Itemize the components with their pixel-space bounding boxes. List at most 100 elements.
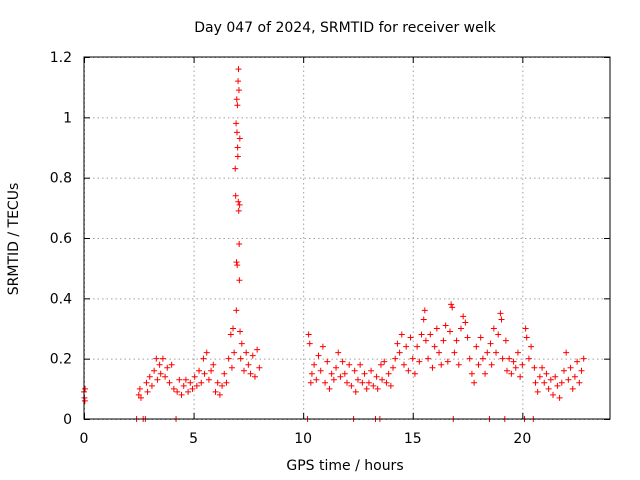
- data-point: [495, 331, 502, 338]
- data-point: [379, 376, 386, 383]
- data-point: [348, 382, 355, 389]
- data-point: [235, 87, 242, 94]
- data-point: [223, 379, 230, 386]
- data-point: [233, 307, 240, 314]
- data-point: [556, 394, 563, 401]
- data-point: [508, 370, 515, 377]
- data-point: [427, 331, 434, 338]
- data-point: [352, 388, 359, 395]
- data-point: [484, 349, 491, 356]
- data-point: [212, 388, 219, 395]
- data-point: [576, 379, 583, 386]
- data-point: [233, 129, 240, 136]
- data-point: [550, 391, 557, 398]
- data-point: [237, 355, 244, 362]
- data-point: [488, 361, 495, 368]
- data-point: [235, 78, 242, 85]
- data-point: [536, 373, 543, 380]
- data-point: [210, 361, 217, 368]
- data-point: [330, 376, 337, 383]
- data-point: [82, 385, 89, 392]
- data-point: [457, 325, 464, 332]
- data-point: [558, 379, 565, 386]
- data-point: [374, 385, 381, 392]
- y-tick-label: 1.2: [50, 50, 72, 66]
- data-point: [510, 358, 517, 365]
- x-tick-label: 15: [404, 431, 422, 447]
- data-point: [322, 379, 329, 386]
- data-point: [512, 364, 519, 371]
- data-point: [429, 364, 436, 371]
- data-point: [409, 355, 416, 362]
- data-point: [154, 376, 161, 383]
- data-point: [168, 361, 175, 368]
- y-tick-label: 0.8: [50, 171, 72, 187]
- data-point: [136, 385, 143, 392]
- data-point: [187, 379, 194, 386]
- data-point: [180, 382, 187, 389]
- data-point: [228, 364, 235, 371]
- data-point: [234, 262, 241, 269]
- data-point: [433, 325, 440, 332]
- data-point: [396, 349, 403, 356]
- data-point: [191, 373, 198, 380]
- data-point: [315, 352, 322, 359]
- data-point: [208, 367, 215, 374]
- data-point: [203, 349, 210, 356]
- data-point: [394, 340, 401, 347]
- data-point: [534, 388, 541, 395]
- data-point: [233, 96, 240, 103]
- data-point: [545, 385, 552, 392]
- data-point: [326, 385, 333, 392]
- data-point: [506, 355, 513, 362]
- data-point: [164, 364, 171, 371]
- data-point: [157, 370, 164, 377]
- data-point: [251, 373, 258, 380]
- x-tick-label: 5: [189, 431, 198, 447]
- data-point: [578, 367, 585, 374]
- data-point: [525, 355, 532, 362]
- data-point: [306, 340, 313, 347]
- y-tick-label: 0.2: [50, 352, 72, 368]
- data-point: [166, 379, 173, 386]
- y-axis-label: SRMTID / TECUs: [6, 183, 22, 296]
- data-point: [201, 370, 208, 377]
- data-point: [370, 382, 377, 389]
- data-point: [448, 301, 455, 308]
- data-point: [335, 349, 342, 356]
- data-point: [324, 358, 331, 365]
- data-point: [493, 349, 500, 356]
- data-point: [176, 376, 183, 383]
- data-point: [233, 120, 240, 127]
- x-tick-labels: 0 5 10 15 20: [80, 431, 532, 447]
- data-point: [198, 379, 205, 386]
- data-point: [235, 207, 242, 214]
- data-point: [235, 66, 242, 73]
- data-point: [308, 370, 315, 377]
- data-point: [523, 334, 530, 341]
- data-point: [333, 364, 340, 371]
- data-point: [232, 192, 239, 199]
- data-point: [357, 361, 364, 368]
- data-point: [400, 361, 407, 368]
- data-point: [200, 355, 207, 362]
- data-point: [381, 358, 388, 365]
- data-point: [361, 370, 368, 377]
- data-point: [517, 373, 524, 380]
- data-point: [319, 343, 326, 350]
- data-point: [236, 135, 243, 142]
- data-point: [137, 394, 144, 401]
- data-point: [236, 201, 243, 208]
- data-point: [156, 361, 163, 368]
- data-point: [216, 391, 223, 398]
- x-tick-label: 10: [294, 431, 312, 447]
- data-point: [487, 340, 494, 347]
- data-point: [144, 388, 151, 395]
- data-point: [444, 358, 451, 365]
- data-point: [522, 325, 529, 332]
- data-point: [162, 373, 169, 380]
- data-point: [317, 367, 324, 374]
- data-point: [482, 370, 489, 377]
- data-point: [405, 367, 412, 374]
- data-point: [311, 361, 318, 368]
